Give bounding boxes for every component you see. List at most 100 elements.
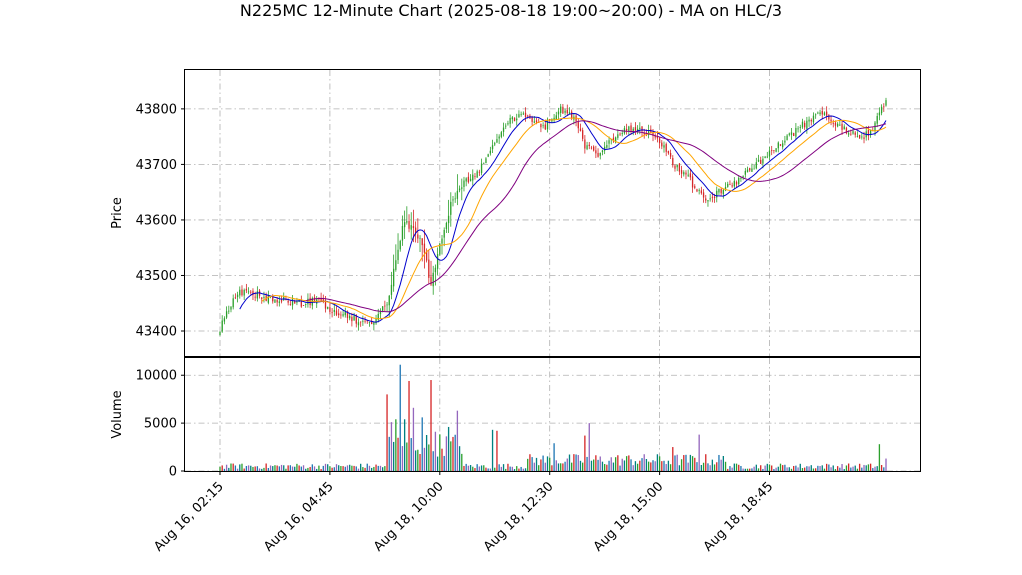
volume-bar bbox=[267, 467, 270, 471]
candle-body bbox=[263, 296, 265, 298]
candle-body bbox=[828, 115, 830, 120]
volume-bar bbox=[298, 465, 300, 471]
candle-body bbox=[236, 294, 239, 298]
volume-bar bbox=[463, 465, 465, 471]
candle-body bbox=[287, 300, 289, 303]
candle-body bbox=[689, 173, 692, 178]
volume-bar bbox=[549, 457, 551, 471]
candle-body bbox=[557, 111, 560, 115]
volume-bar bbox=[804, 467, 806, 471]
volume-bar bbox=[371, 467, 373, 471]
candle-body bbox=[353, 315, 355, 321]
candle-body bbox=[836, 123, 839, 127]
volume-bar bbox=[867, 464, 870, 471]
candle-body bbox=[775, 148, 777, 152]
candle-body bbox=[700, 190, 703, 194]
volume-bar bbox=[502, 464, 505, 471]
volume-bar bbox=[305, 468, 307, 471]
volume-bar bbox=[702, 462, 705, 471]
volume-bar bbox=[447, 426, 450, 471]
candle-body bbox=[614, 137, 617, 143]
candle-body bbox=[465, 178, 467, 182]
volume-bar bbox=[760, 465, 762, 471]
candle-body bbox=[456, 190, 459, 199]
volume-bar bbox=[392, 441, 395, 471]
candle-body bbox=[612, 137, 615, 142]
volume-bar bbox=[612, 462, 615, 471]
candle-body bbox=[590, 147, 593, 149]
candle-body bbox=[397, 249, 399, 261]
volume-bar bbox=[443, 455, 445, 471]
volume-bar bbox=[705, 454, 707, 471]
volume-bar bbox=[239, 464, 241, 471]
candle-body bbox=[586, 145, 588, 150]
volume-bar bbox=[709, 465, 711, 471]
volume-bar bbox=[234, 465, 237, 471]
candle-body bbox=[502, 127, 505, 132]
volume-bar bbox=[845, 465, 848, 471]
volume-bar bbox=[542, 455, 544, 471]
candle-body bbox=[305, 303, 307, 305]
candle-body bbox=[300, 300, 302, 307]
volume-bar bbox=[241, 463, 243, 471]
volume-bar bbox=[797, 467, 799, 471]
candle-body bbox=[351, 316, 353, 322]
volume-bar bbox=[456, 410, 459, 471]
volume-bar bbox=[687, 462, 689, 471]
candle-body bbox=[683, 172, 685, 175]
volume-bar bbox=[480, 465, 483, 471]
volume-bar bbox=[520, 466, 522, 471]
candle-body bbox=[454, 198, 456, 200]
candle-body bbox=[784, 140, 786, 143]
volume-bar bbox=[280, 464, 283, 471]
volume-bar bbox=[436, 456, 439, 471]
candle-body bbox=[636, 128, 639, 132]
candle-body bbox=[617, 134, 619, 138]
candle-body bbox=[760, 159, 762, 164]
volume-bar bbox=[381, 467, 384, 471]
candle-body bbox=[847, 133, 850, 135]
candle-body bbox=[483, 162, 485, 164]
candle-body bbox=[744, 170, 746, 175]
candle-body bbox=[676, 164, 678, 168]
volume-bar bbox=[414, 450, 417, 471]
candle-body bbox=[276, 299, 278, 303]
volume-bar bbox=[740, 465, 742, 471]
candle-body bbox=[245, 288, 248, 291]
volume-bar bbox=[683, 455, 685, 471]
candle-body bbox=[599, 153, 601, 156]
candle-body bbox=[705, 198, 707, 201]
volume-bar bbox=[742, 468, 744, 471]
candle-body bbox=[261, 297, 263, 299]
candle-body bbox=[509, 117, 511, 124]
candle-body bbox=[815, 114, 817, 116]
volume-bar bbox=[880, 465, 883, 471]
volume-tick-label: 0 bbox=[169, 465, 177, 480]
volume-bar bbox=[773, 469, 775, 471]
candle-body bbox=[680, 170, 683, 174]
volume-bar bbox=[338, 465, 340, 471]
volume-bar bbox=[614, 457, 617, 471]
volume-bar bbox=[428, 444, 430, 471]
volume-bar bbox=[689, 454, 692, 471]
volume-bar bbox=[696, 462, 698, 471]
volume-bar bbox=[287, 465, 289, 471]
volume-bar bbox=[230, 463, 232, 471]
candle-body bbox=[247, 291, 250, 293]
candle-body bbox=[371, 320, 373, 325]
volume-bar bbox=[869, 463, 872, 471]
candle-body bbox=[606, 145, 608, 148]
volume-bar bbox=[694, 457, 696, 471]
candle-body bbox=[335, 310, 338, 315]
candle-body bbox=[458, 188, 461, 191]
candle-body bbox=[766, 156, 768, 158]
candle-body bbox=[498, 136, 500, 139]
volume-bar bbox=[465, 463, 467, 471]
candle-body bbox=[806, 120, 808, 129]
candle-body bbox=[839, 124, 841, 126]
volume-bar bbox=[403, 419, 406, 471]
price-tick-label: 43800 bbox=[136, 102, 177, 117]
candle-body bbox=[830, 119, 832, 122]
volume-bar bbox=[318, 465, 320, 471]
price-tick-label: 43600 bbox=[136, 213, 177, 228]
